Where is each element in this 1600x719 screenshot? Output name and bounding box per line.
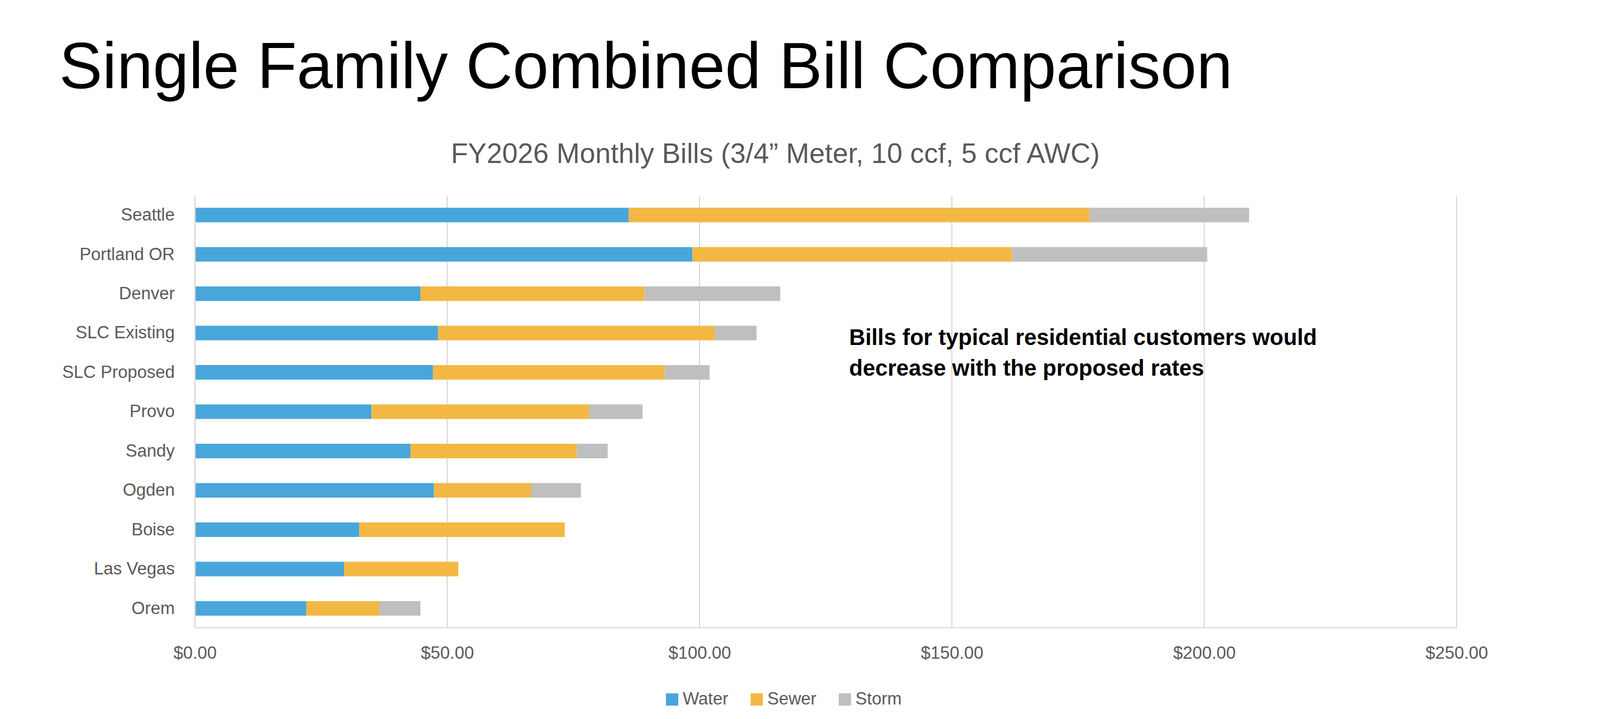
x-tick: $250.00 xyxy=(1425,627,1488,663)
legend-label: Water xyxy=(682,688,729,709)
y-tick: Provo xyxy=(129,401,195,421)
x-tick: $0.00 xyxy=(173,627,218,663)
y-tick: Seattle xyxy=(120,204,195,225)
y-tick: Orem xyxy=(131,598,196,619)
category-label: Las Vegas xyxy=(93,558,175,579)
category-label: Orem xyxy=(131,598,176,619)
legend-label: Sewer xyxy=(767,688,817,709)
bar xyxy=(194,247,693,262)
category-label: Seattle xyxy=(120,204,175,225)
bars xyxy=(194,207,1249,616)
bar xyxy=(194,482,434,498)
bar xyxy=(433,482,531,498)
bar xyxy=(420,286,645,301)
chart-svg: Single Family Combined Bill Comparison FY… xyxy=(0,0,1600,719)
legend-swatch xyxy=(666,693,679,706)
bar xyxy=(410,443,577,459)
category-label: Boise xyxy=(131,519,175,540)
annotation-line: Bills for typical residential customers … xyxy=(849,324,1317,350)
bar xyxy=(588,404,643,419)
x-tick: $150.00 xyxy=(920,627,984,663)
legend-item: Water xyxy=(666,688,729,709)
y-tick: Boise xyxy=(131,519,195,540)
grid-line xyxy=(1455,195,1458,628)
category-label: SLC Proposed xyxy=(61,362,175,382)
y-tick: Las Vegas xyxy=(93,558,195,579)
bar xyxy=(628,207,1090,223)
x-axis-line xyxy=(195,627,1458,629)
bar xyxy=(530,482,581,498)
y-tick: SLC Existing xyxy=(75,322,195,343)
bar xyxy=(438,326,715,341)
bar xyxy=(1012,247,1208,262)
legend-item: Sewer xyxy=(750,688,817,709)
bar xyxy=(194,207,629,223)
x-tick-label: $0.00 xyxy=(173,643,218,663)
y-tick: Sandy xyxy=(125,441,195,461)
x-tick-label: $50.00 xyxy=(420,643,474,663)
bar xyxy=(644,286,780,301)
x-tick-label: $100.00 xyxy=(668,643,731,663)
series-0 xyxy=(194,207,693,616)
x-tick-label: $150.00 xyxy=(920,643,984,663)
y-tick: Ogden xyxy=(122,480,195,500)
bar xyxy=(433,365,665,380)
bar xyxy=(194,601,307,616)
bar xyxy=(194,404,372,419)
bar xyxy=(306,601,380,616)
bar xyxy=(1089,207,1250,223)
category-label: SLC Existing xyxy=(75,322,175,343)
legend-swatch xyxy=(750,693,763,706)
bar xyxy=(576,443,608,459)
category-label: Denver xyxy=(118,283,175,304)
annotation-line: decrease with the proposed rates xyxy=(849,355,1205,381)
x-tick: $200.00 xyxy=(1172,627,1236,663)
series-1 xyxy=(306,207,1090,616)
x-tick-label: $200.00 xyxy=(1172,643,1236,663)
grid xyxy=(194,195,1457,628)
grid-line xyxy=(194,195,196,628)
bar xyxy=(359,522,565,538)
y-tick: Denver xyxy=(118,283,195,304)
bar xyxy=(194,561,345,577)
annotation: Bills for typical residential customers … xyxy=(849,324,1317,381)
legend: Water Sewer Storm xyxy=(666,688,902,709)
subtitle: FY2026 Monthly Bills (3/4” Meter, 10 ccf… xyxy=(451,137,1100,170)
series-2 xyxy=(379,207,1250,616)
bar xyxy=(692,247,1012,262)
category-label: Sandy xyxy=(125,441,175,461)
bar xyxy=(194,326,439,341)
y-tick: SLC Proposed xyxy=(61,362,195,382)
legend-swatch xyxy=(838,693,851,706)
x-tick: $50.00 xyxy=(420,627,474,663)
bar xyxy=(194,443,411,459)
y-axis: Seattle Portland OR Denver SLC Existing SLC … xyxy=(61,196,195,629)
x-tick-label: $250.00 xyxy=(1425,643,1488,663)
category-label: Portland OR xyxy=(79,244,175,265)
category-label: Ogden xyxy=(122,480,175,500)
legend-item: Storm xyxy=(838,688,902,709)
bar xyxy=(664,365,710,380)
bar xyxy=(194,365,434,380)
x-tick: $100.00 xyxy=(668,627,731,663)
bar xyxy=(379,601,421,616)
bar xyxy=(371,404,589,419)
bar xyxy=(194,286,421,301)
title: Single Family Combined Bill Comparison xyxy=(59,29,1233,103)
y-tick: Portland OR xyxy=(79,244,195,265)
y-axis-line xyxy=(194,196,196,629)
bar xyxy=(344,561,459,577)
bar xyxy=(194,522,360,538)
legend-label: Storm xyxy=(855,688,902,709)
bar xyxy=(714,326,757,341)
x-axis: $0.00 $50.00 $100.00 $150.00 $200.00 $250.00 xyxy=(173,627,1489,663)
category-label: Provo xyxy=(129,401,175,421)
